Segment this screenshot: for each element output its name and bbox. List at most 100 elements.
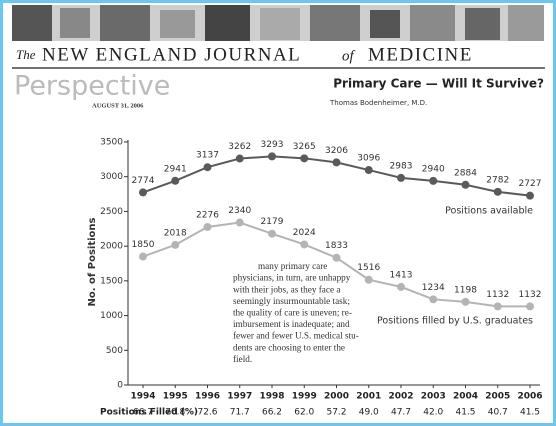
x-tick-label: 2001: [356, 392, 381, 402]
data-label: 2024: [293, 228, 316, 238]
data-label: 1833: [325, 241, 348, 251]
point: [139, 188, 147, 197]
data-label: 3137: [196, 151, 219, 161]
data-label: 2340: [228, 206, 251, 216]
x-tick-label: 1996: [195, 392, 220, 402]
banner: [12, 5, 544, 41]
point: [364, 166, 373, 175]
x-tick-label: 2004: [453, 392, 478, 402]
table-value: 72.6: [197, 408, 217, 418]
data-label: 2276: [196, 210, 219, 220]
point: [429, 295, 438, 304]
point: [171, 240, 180, 249]
y-tick-label: 1500: [100, 276, 123, 286]
point: [203, 222, 212, 231]
y-tick-label: 500: [106, 346, 123, 356]
annotation-line: physicians, in turn, are unhappy: [233, 273, 351, 283]
table-value: 57.2: [326, 408, 346, 418]
y-tick-label: 2000: [100, 242, 123, 252]
annotation-line: with their jobs, as they face a: [233, 284, 340, 294]
annotation-line: seemingly insurmountable task;: [233, 296, 350, 306]
legend-label: Positions filled by U.S. graduates: [377, 316, 533, 327]
table-value: 66.2: [262, 408, 282, 418]
data-label: 2727: [519, 179, 542, 189]
point: [268, 229, 276, 238]
y-tick-label: 2500: [100, 207, 123, 217]
data-label: 1516: [357, 263, 380, 273]
data-label: 1850: [132, 240, 155, 250]
journal-end: MEDICINE: [368, 44, 473, 65]
y-tick-label: 0: [117, 381, 123, 391]
table-label: Positions Filled (%): [100, 408, 198, 418]
x-tick-label: 1998: [259, 392, 284, 402]
table-value: 41.5: [520, 408, 540, 418]
y-tick-label: 1000: [100, 311, 123, 321]
point: [139, 252, 147, 261]
point: [461, 180, 470, 189]
y-axis-label: No. of Positions: [87, 217, 98, 306]
x-tick-label: 1994: [130, 392, 155, 402]
point: [526, 302, 534, 311]
annotation-line: the quality of care is uneven; re-: [233, 308, 352, 318]
data-label: 3096: [357, 154, 380, 164]
table-value: 41.5: [455, 408, 475, 418]
article-title: Primary Care — Will It Survive?: [333, 77, 544, 91]
section: Perspective: [14, 71, 170, 102]
table-value: 71.7: [230, 408, 250, 418]
point: [171, 176, 180, 185]
data-label: 1234: [422, 283, 445, 293]
data-label: 2018: [164, 228, 187, 238]
x-tick-label: 1995: [163, 392, 188, 402]
table-value: 70.8: [165, 408, 185, 418]
table-value: 42.0: [423, 408, 443, 418]
point: [397, 173, 405, 182]
table-value: 62.0: [294, 408, 314, 418]
annotation-line: dents are choosing to enter the: [233, 342, 345, 352]
annotation-line: many primary care: [258, 261, 327, 271]
point: [493, 302, 502, 311]
x-tick-label: 2005: [485, 392, 510, 402]
data-label: 2179: [261, 217, 284, 227]
journal-of: of: [342, 48, 356, 64]
data-label: 1132: [486, 290, 509, 300]
data-label: 2774: [132, 176, 155, 186]
table-value: 40.7: [488, 408, 508, 418]
journal-pre: The: [16, 47, 36, 62]
point: [332, 158, 341, 167]
x-tick-label: 1999: [292, 392, 317, 402]
point: [300, 154, 309, 163]
point: [268, 152, 276, 161]
point: [235, 218, 244, 227]
x-tick-label: 2006: [517, 392, 542, 402]
legend-label: Positions available: [445, 206, 533, 217]
data-label: 3293: [261, 140, 284, 150]
data-label: 3206: [325, 146, 348, 156]
data-label: 1132: [519, 290, 542, 300]
data-label: 3262: [228, 142, 251, 152]
point: [203, 163, 212, 172]
annotation-line: fewer and fewer U.S. medical stu-: [233, 331, 359, 341]
y-tick-label: 3500: [100, 138, 123, 148]
table-value: 49.0: [359, 408, 379, 418]
data-label: 2983: [390, 161, 413, 171]
data-label: 2782: [486, 175, 509, 185]
annotation-line: field.: [233, 354, 252, 364]
point: [429, 176, 438, 185]
point: [300, 240, 309, 249]
point: [235, 154, 244, 163]
data-label: 3265: [293, 142, 316, 152]
y-tick-label: 3000: [100, 172, 123, 182]
point: [397, 282, 405, 291]
data-label: 2940: [422, 164, 445, 174]
annotation-line: imbursement is inadequate; and: [233, 319, 350, 329]
point: [364, 275, 373, 284]
point: [493, 187, 502, 196]
data-label: 2941: [164, 164, 187, 174]
x-tick-label: 1997: [227, 392, 252, 402]
x-tick-label: 2000: [324, 392, 349, 402]
x-tick-label: 2003: [421, 392, 446, 402]
point: [461, 297, 470, 306]
data-label: 1198: [454, 285, 477, 295]
